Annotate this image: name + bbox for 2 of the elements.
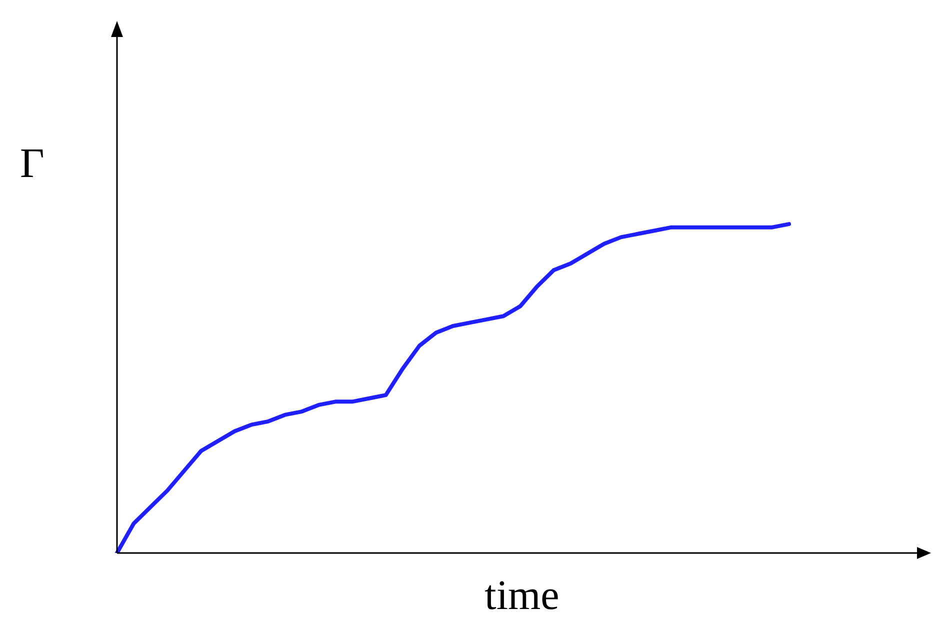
y-axis-title: Γ [20,141,44,187]
x-axis-title: time [484,573,560,619]
